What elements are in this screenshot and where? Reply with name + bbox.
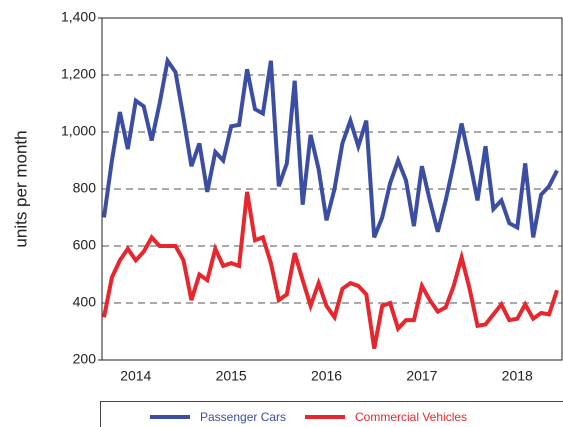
y-axis-label: units per month	[11, 130, 30, 247]
x-tick-label: 2014	[120, 368, 151, 384]
y-tick-label: 800	[73, 180, 97, 196]
x-tick-label: 2015	[216, 368, 247, 384]
series-line	[102, 191, 559, 349]
legend-label: Passenger Cars	[200, 410, 286, 424]
legend-label: Commercial Vehicles	[355, 410, 467, 424]
plot-frame	[101, 17, 563, 361]
y-tick-label: 1,000	[61, 123, 96, 139]
series-line	[102, 55, 559, 239]
y-tick-label: 600	[73, 237, 97, 253]
x-tick-label: 2016	[311, 368, 342, 384]
y-tick-label: 200	[73, 351, 97, 367]
x-tick-label: 2017	[406, 368, 437, 384]
x-tick-label: 2018	[502, 368, 533, 384]
y-tick-label: 400	[73, 294, 97, 310]
y-tick-label: 1,200	[61, 66, 96, 82]
legend-box	[100, 401, 563, 427]
y-tick-label: 1,400	[61, 9, 96, 25]
